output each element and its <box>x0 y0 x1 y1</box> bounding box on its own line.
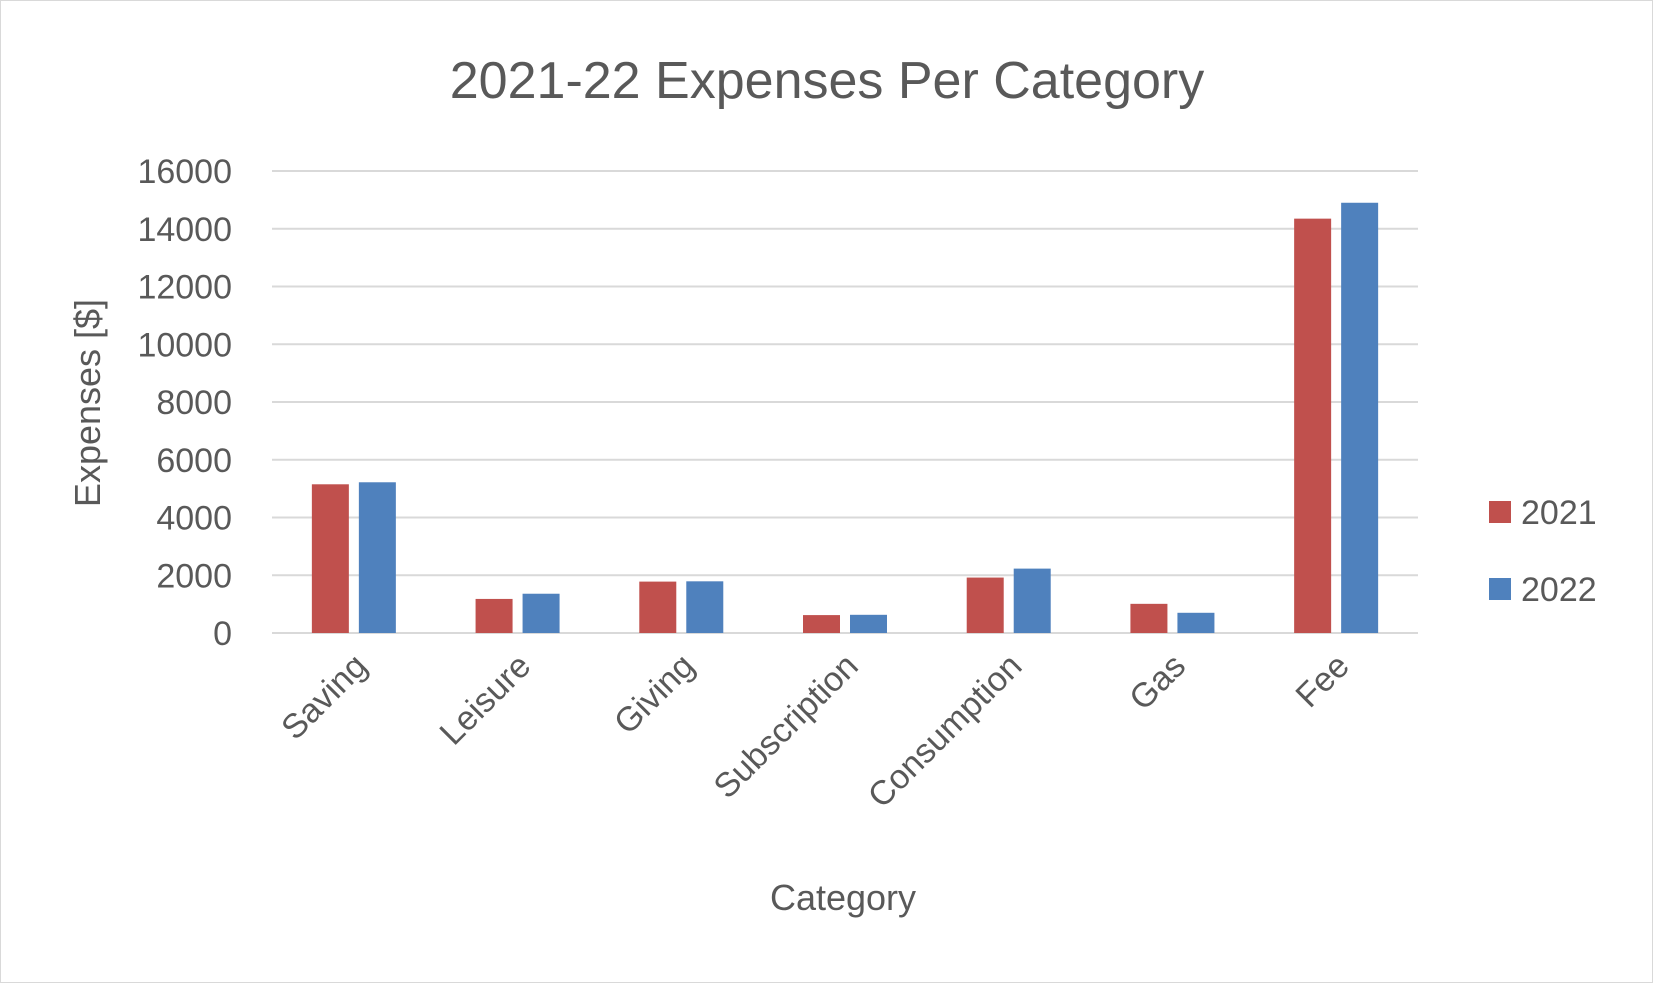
x-tick-label: Saving <box>274 647 374 747</box>
legend-label: 2021 <box>1521 494 1597 532</box>
y-tick-label: 2000 <box>156 557 232 595</box>
y-tick-label: 12000 <box>137 269 232 307</box>
x-tick-label: Consumption <box>861 647 1030 816</box>
bar-2021-leisure <box>475 598 513 633</box>
bar-2022-gas <box>1177 612 1215 633</box>
gridlines <box>272 170 1418 634</box>
y-tick-label: 14000 <box>137 211 232 249</box>
y-tick-label: 16000 <box>137 153 232 191</box>
bar-2021-subscription <box>803 615 840 633</box>
bar-2022-fee <box>1341 202 1379 633</box>
legend: 2021 2022 <box>1489 494 1597 609</box>
x-tick-label: Fee <box>1288 647 1356 715</box>
bar-2021-giving <box>639 581 677 633</box>
chart-title: 2021-22 Expenses Per Category <box>450 52 1204 110</box>
y-tick-label: 6000 <box>156 442 232 480</box>
legend-label: 2022 <box>1521 571 1597 609</box>
x-tick-label: Leisure <box>433 647 539 753</box>
bar-2022-leisure <box>522 593 560 633</box>
bars <box>311 202 1379 634</box>
legend-swatch-2021 <box>1489 501 1511 523</box>
x-tick-labels: Saving Leisure Giving SubscriptionConsumpti… <box>274 647 1357 816</box>
y-tick-label: 8000 <box>156 384 232 422</box>
bar-2021-fee <box>1294 218 1332 634</box>
y-tick-label: 10000 <box>137 326 232 364</box>
bar-2022-consumption <box>1013 568 1051 633</box>
bar-2021-consumption <box>966 577 1004 633</box>
x-axis-label: Category <box>770 877 916 918</box>
bar-2021-gas <box>1130 603 1168 633</box>
y-tick-label: 0 <box>213 615 232 653</box>
y-tick-label: 4000 <box>156 500 232 538</box>
x-tick-label: Gas <box>1122 647 1193 718</box>
y-axis-label: Expenses [$] <box>67 299 108 507</box>
y-tick-labels: 0 2000 4000 6000 8000 10000 12000 14000 16000 <box>137 153 232 653</box>
bar-2022-giving <box>686 581 724 633</box>
bar-2021-saving <box>311 484 349 633</box>
bar-2022-saving <box>358 482 396 633</box>
legend-swatch-2022 <box>1489 578 1511 600</box>
x-tick-label: Giving <box>607 647 702 742</box>
bar-2022-subscription <box>850 614 887 633</box>
x-tick-label: Subscription <box>706 647 865 806</box>
